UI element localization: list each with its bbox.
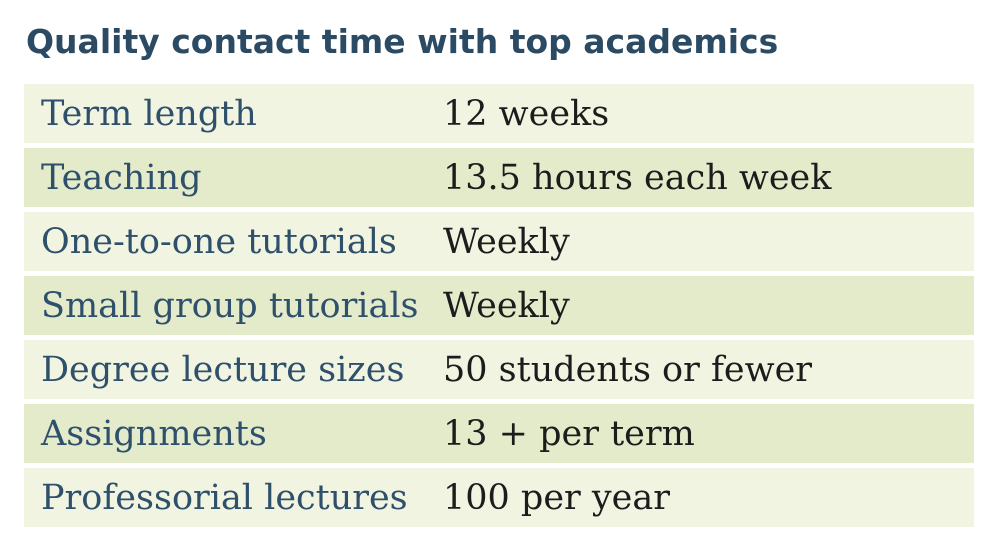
row-value: 50 students or fewer [443,349,813,390]
row-value: Weekly [443,221,570,262]
table-row: Small group tutorials Weekly [24,276,974,335]
row-label: Professorial lectures [41,477,408,518]
row-label: Assignments [41,413,267,454]
row-value: 13 + per term [443,413,695,454]
row-value: 13.5 hours each week [443,157,832,198]
row-value: 12 weeks [443,93,610,134]
row-label: Degree lecture sizes [41,349,405,390]
table-row: Term length 12 weeks [24,84,974,143]
table-row: Professorial lectures 100 per year [24,468,974,527]
table-row: Degree lecture sizes 50 students or fewe… [24,340,974,399]
table-row: Assignments 13 + per term [24,404,974,463]
row-value: 100 per year [443,477,670,518]
row-label: Small group tutorials [41,285,419,326]
row-label: Teaching [41,157,202,198]
row-label: Term length [41,93,257,134]
table-row: Teaching 13.5 hours each week [24,148,974,207]
table-title: Quality contact time with top academics [26,22,779,61]
contact-time-table: Term length 12 weeks Teaching 13.5 hours… [24,84,974,532]
row-value: Weekly [443,285,570,326]
row-label: One-to-one tutorials [41,221,397,262]
table-row: One-to-one tutorials Weekly [24,212,974,271]
